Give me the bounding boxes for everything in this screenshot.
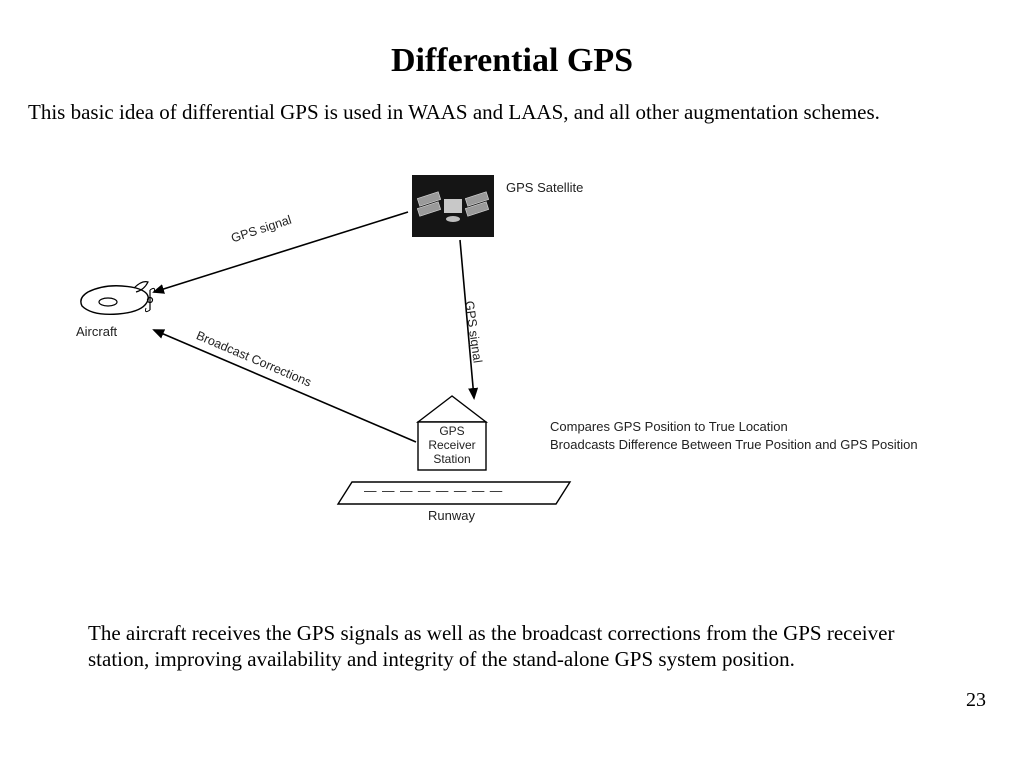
station-note-1: Compares GPS Position to True Location <box>550 418 788 436</box>
satellite-label: GPS Satellite <box>506 180 583 195</box>
edge-station-to-aircraft <box>154 330 416 442</box>
diagram-arrows <box>40 160 960 580</box>
page-title: Differential GPS <box>0 42 1024 80</box>
station-box-text-content: GPSReceiverStation <box>428 424 475 466</box>
footnote-text: The aircraft receives the GPS signals as… <box>88 620 938 673</box>
page-number: 23 <box>966 689 986 712</box>
runway-dashes: — — — — — — — — <box>364 484 503 498</box>
intro-text: This basic idea of differential GPS is u… <box>28 100 996 125</box>
slide-page: Differential GPS This basic idea of diff… <box>0 0 1024 768</box>
aircraft-icon <box>81 282 155 315</box>
station-note-2: Broadcasts Difference Between True Posit… <box>550 436 918 454</box>
runway-label: Runway <box>428 508 475 523</box>
aircraft-label: Aircraft <box>76 324 117 339</box>
dgps-diagram: GPS Satellite Aircraft GPS signal GPS si… <box>40 160 960 580</box>
satellite-icon <box>412 175 494 237</box>
station-box-text: GPSReceiverStation <box>418 425 486 466</box>
